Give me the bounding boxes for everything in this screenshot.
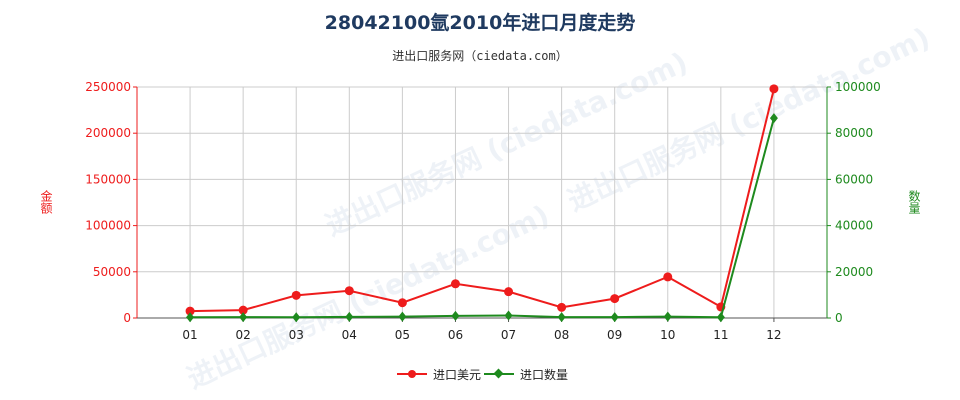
data-point-0 [504, 287, 514, 297]
right-tick-label: 20000 [835, 265, 873, 279]
data-point-1 [663, 311, 672, 322]
legend: 进口美元 进口数量 [0, 364, 960, 384]
x-tick-label: 02 [236, 328, 251, 342]
data-point-1 [769, 113, 778, 124]
series-line-0 [190, 88, 775, 313]
x-tick-label: 07 [501, 328, 516, 342]
right-tick-label: 40000 [835, 219, 873, 233]
data-point-0 [450, 279, 460, 289]
legend-label-qty: 进口数量 [520, 367, 569, 382]
chart-subtitle: 进出口服务网（ciedata.com） [392, 49, 568, 63]
watermark-text: 进出口服务网 (ciedata.com) [320, 46, 692, 243]
series-line-1 [190, 117, 775, 319]
legend-line-qty [484, 368, 514, 379]
legend-line-usd [397, 370, 427, 378]
chart-title: 28042100氩2010年进口月度走势 [324, 12, 636, 34]
data-point-1 [292, 312, 301, 323]
data-point-0 [769, 84, 779, 94]
data-point-1 [398, 311, 407, 322]
right-tick-label: 80000 [835, 126, 873, 140]
data-point-1 [239, 312, 248, 323]
data-point-1 [610, 312, 619, 323]
right-tick-label: 0 [835, 311, 843, 325]
right-axis-label: 数量 [907, 190, 921, 214]
legend-marker-usd [408, 370, 416, 378]
x-tick-label: 08 [554, 328, 569, 342]
left-tick-label: 200000 [85, 126, 131, 140]
x-tick-label: 04 [342, 328, 357, 342]
left-tick-label: 150000 [85, 172, 131, 186]
data-point-0 [291, 290, 301, 300]
x-tick-label: 09 [607, 328, 622, 342]
data-point-1 [557, 312, 566, 323]
legend-marker-qty [493, 368, 504, 379]
x-tick-label: 11 [713, 328, 728, 342]
data-point-1 [186, 312, 195, 323]
left-axis-label: 金额 [39, 190, 53, 214]
x-tick-label: 05 [395, 328, 410, 342]
data-point-0 [397, 298, 407, 308]
right-tick-label: 60000 [835, 172, 873, 186]
data-point-0 [663, 272, 673, 282]
left-tick-label: 0 [123, 311, 131, 325]
x-tick-label: 06 [448, 328, 463, 342]
x-tick-label: 03 [289, 328, 304, 342]
legend-label-usd: 进口美元 [433, 367, 482, 382]
data-point-0 [610, 294, 620, 304]
left-tick-label: 100000 [85, 219, 131, 233]
left-tick-label: 50000 [93, 265, 131, 279]
legend-item-qty[interactable]: 进口数量 [484, 364, 568, 384]
data-point-1 [345, 311, 354, 322]
data-point-0 [185, 306, 195, 316]
x-tick-label: 01 [182, 328, 197, 342]
data-point-1 [504, 310, 513, 321]
data-point-0 [557, 302, 567, 312]
data-point-0 [344, 286, 354, 296]
right-tick-label: 100000 [835, 80, 881, 94]
data-point-1 [451, 310, 460, 321]
x-tick-label: 10 [660, 328, 675, 342]
left-tick-label: 250000 [85, 80, 131, 94]
legend-item-usd[interactable]: 进口美元 [397, 364, 481, 384]
x-tick-label: 12 [766, 328, 781, 342]
data-point-0 [238, 305, 248, 315]
data-point-1 [716, 312, 725, 323]
